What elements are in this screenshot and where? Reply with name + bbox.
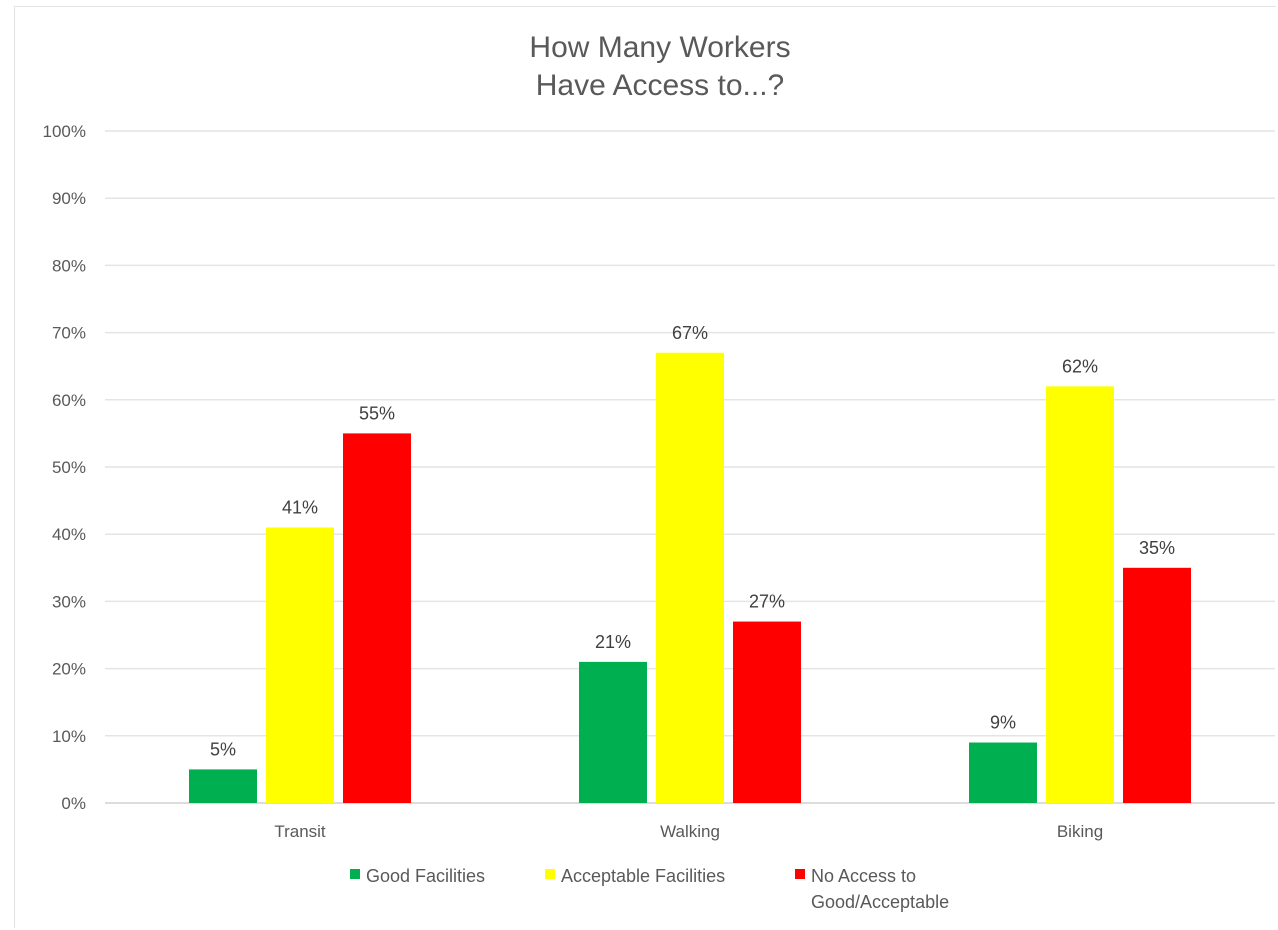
y-axis-ticks: 0% 10% 20% 30% 40% 50% 60% 70% 80% 90% 100% <box>43 122 86 813</box>
data-label: 55% <box>359 403 395 423</box>
bar <box>1123 567 1191 803</box>
bar <box>266 527 334 803</box>
data-label: 41% <box>282 497 318 517</box>
bar <box>1046 386 1114 803</box>
x-tick-label: Walking <box>660 822 720 841</box>
y-tick-label: 0% <box>61 794 86 813</box>
bars: 5% 41% 55% 21% 67% 27% 9% 62% 35% <box>189 323 1191 803</box>
bar <box>189 769 257 803</box>
legend-label: No Access to <box>811 866 916 886</box>
y-tick-label: 30% <box>52 592 86 611</box>
legend: Good Facilities Acceptable Facilities No A… <box>350 866 949 912</box>
y-tick-label: 10% <box>52 727 86 746</box>
x-tick-label: Transit <box>274 822 326 841</box>
chart-title-line-1: How Many Workers <box>529 31 790 64</box>
legend-swatch <box>545 869 555 879</box>
bar <box>656 352 724 803</box>
data-label: 9% <box>990 713 1016 733</box>
bar <box>969 742 1037 803</box>
x-tick-label: Biking <box>1057 822 1103 841</box>
legend-label: Acceptable Facilities <box>561 866 725 886</box>
x-axis-ticks: Transit Walking Biking <box>274 822 1103 841</box>
legend-label: Good/Acceptable <box>811 892 949 912</box>
data-label: 27% <box>749 592 785 612</box>
y-tick-label: 80% <box>52 256 86 275</box>
y-tick-label: 60% <box>52 391 86 410</box>
legend-swatch <box>795 869 805 879</box>
y-tick-label: 20% <box>52 660 86 679</box>
data-label: 21% <box>595 632 631 652</box>
y-tick-label: 50% <box>52 458 86 477</box>
legend-label: Good Facilities <box>366 866 485 886</box>
data-label: 5% <box>210 739 236 759</box>
bar <box>733 621 801 803</box>
data-label: 35% <box>1139 538 1175 558</box>
y-tick-label: 90% <box>52 189 86 208</box>
chart-frame <box>14 6 1276 928</box>
y-tick-label: 70% <box>52 324 86 343</box>
bar <box>579 661 647 803</box>
data-label: 67% <box>672 323 708 343</box>
bar <box>343 433 411 803</box>
legend-swatch <box>350 869 360 879</box>
chart-title-line-2: Have Access to...? <box>536 69 784 102</box>
y-tick-label: 40% <box>52 525 86 544</box>
data-label: 62% <box>1062 356 1098 376</box>
y-tick-label: 100% <box>43 122 86 141</box>
